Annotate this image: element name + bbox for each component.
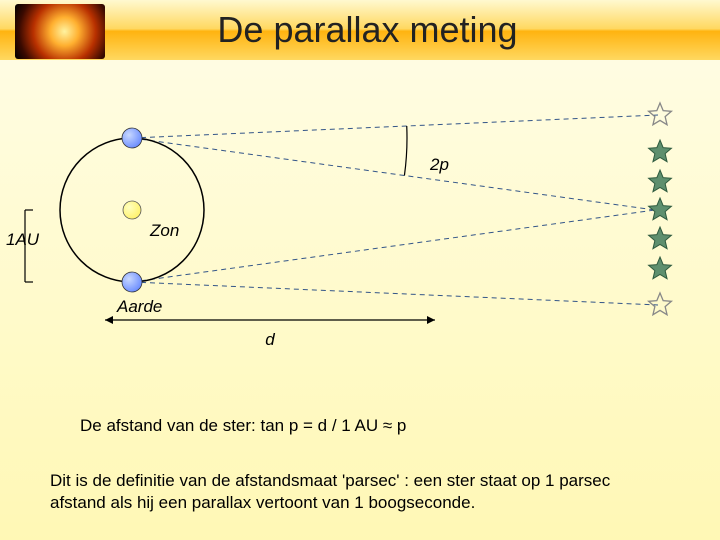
slide-header: De parallax meting (0, 0, 720, 60)
sun-thumbnail-image (15, 4, 105, 59)
svg-text:2p: 2p (429, 155, 449, 174)
definition-text: Dit is de definitie van de afstandsmaat … (50, 470, 670, 514)
svg-text:Zon: Zon (149, 221, 179, 240)
svg-text:Aarde: Aarde (116, 297, 162, 316)
svg-text:1AU: 1AU (6, 230, 40, 249)
svg-text:d: d (265, 330, 275, 349)
formula-text: De afstand van de ster: tan p = d / 1 AU… (80, 415, 670, 437)
slide-title: De parallax meting (105, 9, 720, 51)
parallax-diagram: 2p Zon Aarde 1AU d (0, 70, 720, 370)
